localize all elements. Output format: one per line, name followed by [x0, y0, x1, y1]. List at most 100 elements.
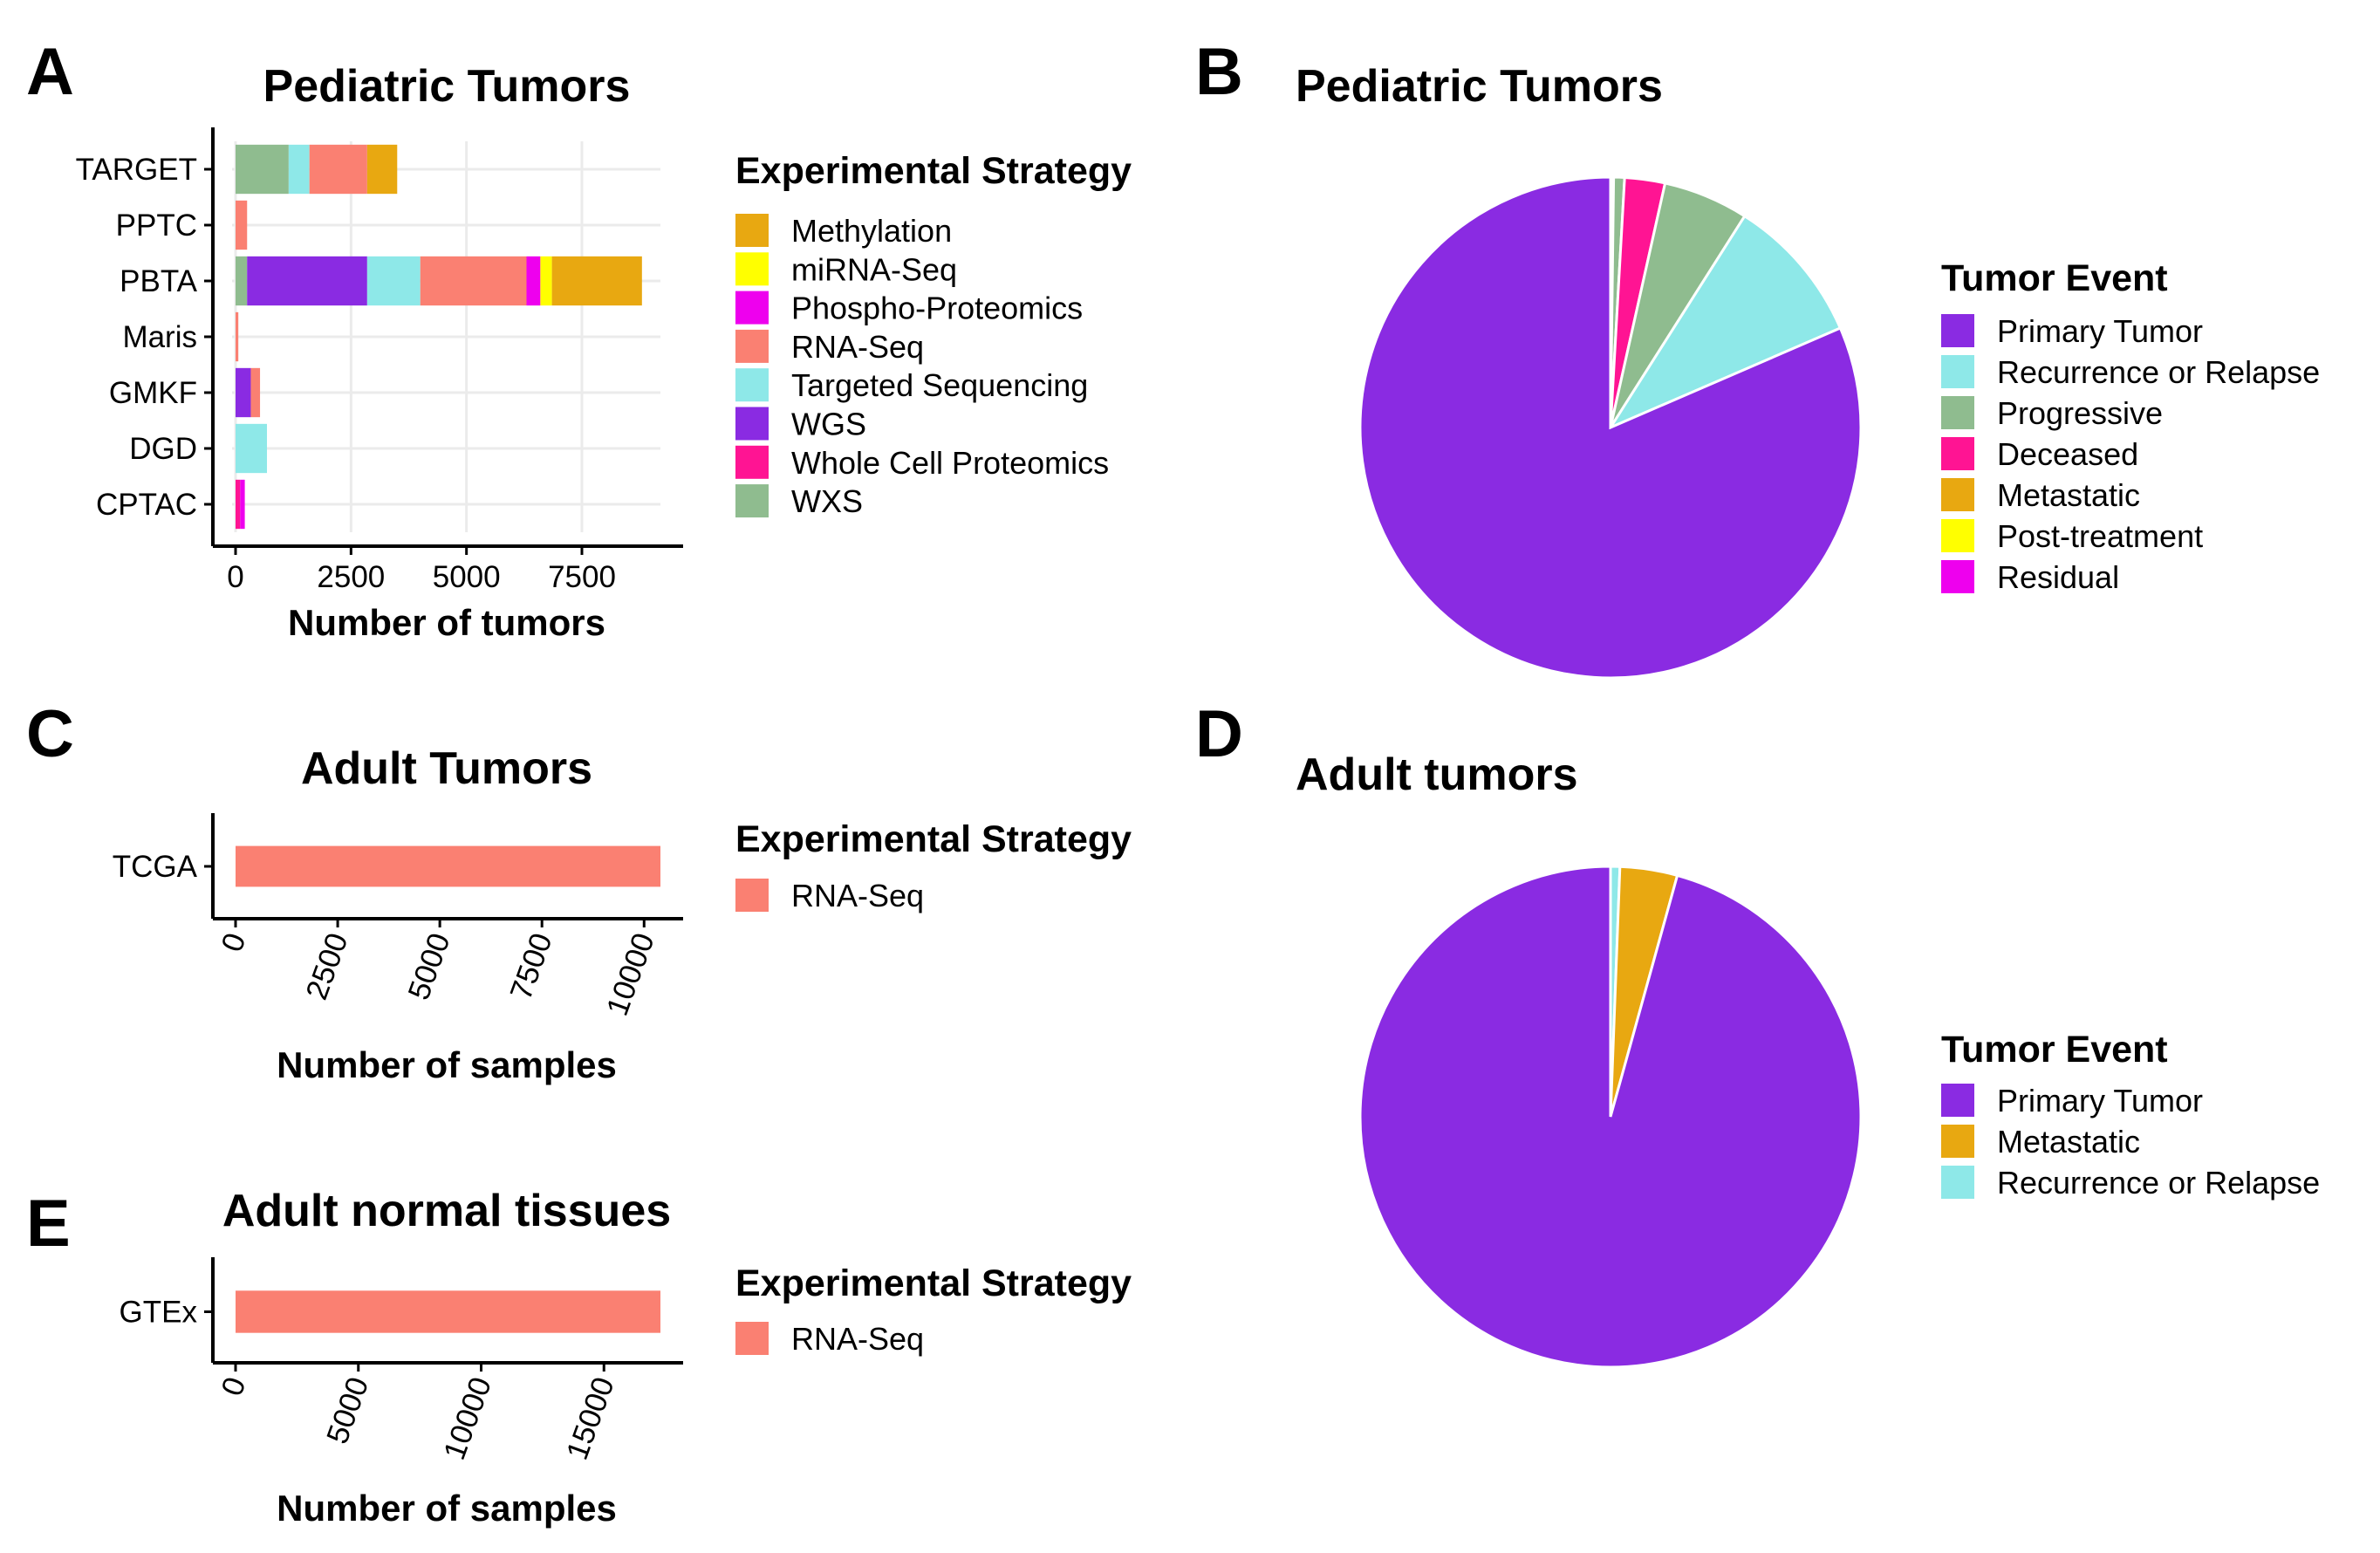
bar-gtex-rna-seq	[236, 1290, 660, 1333]
chart-e-bars	[236, 1290, 660, 1333]
chart-d-legend: Primary Tumor Metastatic Recurrence or Rel…	[1941, 1083, 2320, 1201]
x-tick-label-0: 0	[227, 560, 243, 594]
chart-a-legend-title: Experimental Strategy	[735, 150, 1132, 192]
chart-d-pie	[1358, 865, 1863, 1369]
legend-key-recurrence-or-relapse	[1941, 355, 1974, 388]
chart-b-title: Pediatric Tumors	[1296, 61, 1663, 112]
chart-c-legend: RNA-Seq	[735, 878, 924, 913]
legend-label-metastatic: Metastatic	[1997, 1124, 2140, 1160]
legend-label-post-treatment: Post-treatment	[1997, 518, 2203, 554]
panel-d: D Adult tumors Tumor Event Primary Tumor…	[1195, 697, 2320, 1369]
panel-c: C Adult Tumors TCGA 0 2500 5000 7500 10000 Nu…	[26, 697, 1132, 1085]
bar-cptac-whole-cell-proteomics	[236, 479, 241, 530]
y-tick-label-gtex: GTEx	[120, 1296, 198, 1330]
legend-key-mirna-seq	[735, 252, 769, 286]
chart-c-xlabel: Number of samples	[277, 1044, 617, 1085]
legend-label-primary-tumor: Primary Tumor	[1997, 313, 2203, 349]
legend-label-recurrence-or-relapse: Recurrence or Relapse	[1997, 354, 2320, 390]
bar-pbta-targeted-sequencing	[366, 256, 421, 306]
x-tick-label-7500: 7500	[503, 928, 558, 1004]
bar-maris-rna-seq	[236, 311, 239, 362]
legend-label-phospho-proteomics: Phospho-Proteomics	[791, 291, 1083, 326]
x-tick-label-10000: 10000	[600, 928, 661, 1020]
legend-label-rna-seq: RNA-Seq	[791, 329, 924, 365]
panel-letter-b: B	[1195, 35, 1243, 109]
bar-pbta-mirna-seq	[540, 256, 552, 306]
chart-c-axes: TCGA 0 2500 5000 7500 10000	[113, 813, 683, 1020]
legend-label-methylation: Methylation	[791, 213, 952, 249]
chart-d-title: Adult tumors	[1296, 749, 1578, 800]
legend-key-deceased	[1941, 437, 1974, 470]
chart-c-bars	[236, 845, 660, 887]
bar-pbta-wxs	[236, 256, 248, 306]
chart-e-title: Adult normal tissues	[222, 1186, 671, 1236]
y-tick-label-tcga: TCGA	[113, 850, 198, 884]
x-tick-label-5000: 5000	[433, 560, 501, 594]
chart-b-pie	[1358, 175, 1863, 680]
legend-label-deceased: Deceased	[1997, 436, 2138, 472]
chart-a-grid	[232, 141, 660, 532]
legend-key-primary-tumor	[1941, 314, 1974, 347]
x-tick-label-10000: 10000	[437, 1372, 498, 1464]
panel-letter-e: E	[26, 1187, 71, 1261]
chart-a-bars	[236, 144, 642, 530]
y-tick-label-cptac: CPTAC	[96, 488, 197, 522]
legend-key-wgs	[735, 407, 769, 441]
bar-pbta-wgs	[247, 256, 367, 306]
panel-letter-a: A	[26, 35, 74, 109]
chart-a-title: Pediatric Tumors	[263, 61, 631, 112]
legend-key-wxs	[735, 484, 769, 518]
chart-c-title: Adult Tumors	[301, 743, 592, 794]
legend-label-wxs: WXS	[791, 483, 863, 519]
bar-target-targeted-sequencing	[288, 144, 310, 195]
bar-target-rna-seq	[309, 144, 367, 195]
chart-a-xlabel: Number of tumors	[288, 602, 605, 643]
x-tick-label-5000: 5000	[401, 928, 456, 1004]
x-tick-label-2500: 2500	[299, 928, 354, 1004]
x-tick-label-2500: 2500	[317, 560, 385, 594]
chart-c-legend-title: Experimental Strategy	[735, 818, 1132, 860]
pie-slice-primary-tumor	[1358, 865, 1863, 1369]
legend-label-rna-seq: RNA-Seq	[791, 1321, 924, 1357]
legend-key-targeted-sequencing	[735, 368, 769, 402]
legend-label-metastatic: Metastatic	[1997, 477, 2140, 513]
bar-cptac-phospho-proteomics	[240, 479, 245, 530]
legend-key-metastatic	[1941, 1125, 1974, 1158]
legend-key-rna-seq	[735, 329, 769, 363]
legend-label-primary-tumor: Primary Tumor	[1997, 1083, 2203, 1119]
chart-e-legend-title: Experimental Strategy	[735, 1262, 1132, 1304]
x-tick-label-5000: 5000	[320, 1372, 375, 1448]
pie-slice-recurrence-or-relapse	[1607, 214, 1843, 431]
bar-pbta-phospho-proteomics	[526, 256, 541, 306]
panel-a: A Pediatric Tumors TARGET PPTC PBTA Maris GM…	[26, 35, 1132, 643]
pie-slice-primary-tumor	[1358, 175, 1863, 680]
chart-a-axes: TARGET PPTC PBTA Maris GMKF DGD CPTAC 0 2500 5000…	[76, 127, 683, 594]
y-tick-label-pbta: PBTA	[120, 264, 197, 298]
legend-label-recurrence-or-relapse: Recurrence or Relapse	[1997, 1165, 2320, 1201]
legend-key-rna-seq	[735, 879, 769, 912]
legend-label-rna-seq: RNA-Seq	[791, 878, 924, 913]
legend-label-targeted-sequencing: Targeted Sequencing	[791, 367, 1088, 403]
legend-key-post-treatment	[1941, 519, 1974, 552]
legend-key-progressive	[1941, 396, 1974, 429]
x-tick-label-0: 0	[215, 928, 252, 956]
chart-e-xlabel: Number of samples	[277, 1488, 617, 1529]
y-tick-label-dgd: DGD	[129, 432, 197, 466]
legend-label-mirna-seq: miRNA-Seq	[791, 251, 957, 287]
panel-e: E Adult normal tissues GTEx 0 5000 10000 150…	[26, 1186, 1132, 1529]
legend-label-whole-cell-proteomics: Whole Cell Proteomics	[791, 445, 1109, 481]
legend-key-metastatic	[1941, 478, 1974, 511]
chart-d-legend-title: Tumor Event	[1941, 1029, 2168, 1071]
chart-e-axes: GTEx 0 5000 10000 15000	[120, 1257, 683, 1464]
x-tick-label-15000: 15000	[560, 1372, 621, 1464]
bar-pbta-rna-seq	[420, 256, 527, 306]
legend-label-wgs: WGS	[791, 407, 866, 442]
bar-gmkf-wgs	[236, 367, 251, 418]
panel-letter-c: C	[26, 697, 74, 771]
chart-b-legend: Primary Tumor Recurrence or Relapse Progre…	[1941, 313, 2320, 595]
y-tick-label-gmkf: GMKF	[109, 376, 197, 410]
x-tick-label-7500: 7500	[548, 560, 616, 594]
bar-pptc-rna-seq	[236, 200, 248, 250]
